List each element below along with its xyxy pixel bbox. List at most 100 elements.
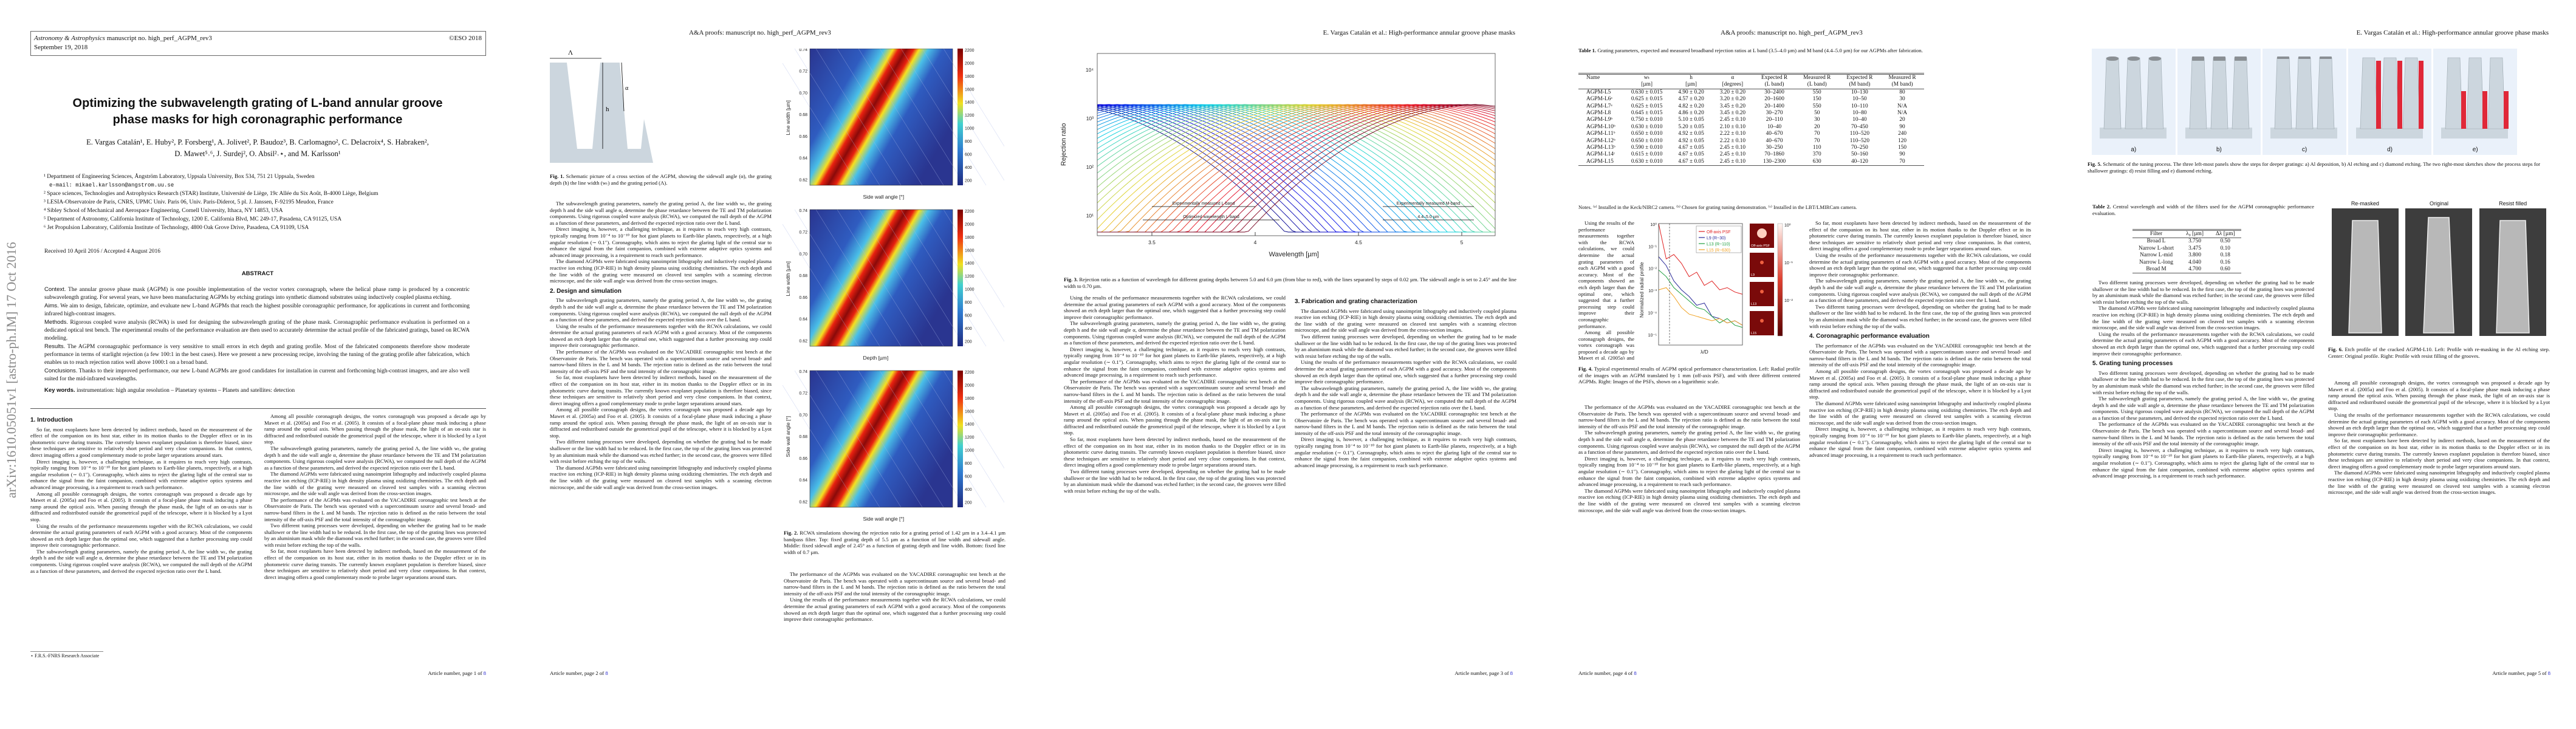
- rejection-curve: [1097, 104, 1495, 233]
- arxiv-stamp[interactable]: arXiv:1610.05051v1 [astro-ph.IM] 17 Oct …: [4, 242, 19, 498]
- paragraph: The performance of the AGPMs was evaluat…: [264, 496, 486, 522]
- paragraph: Direct imaging is, however, a challengin…: [2092, 447, 2314, 479]
- table-cell: 50: [1814, 110, 1820, 117]
- resist-fill: [2482, 91, 2488, 129]
- table-cell: 40–120: [1851, 158, 1868, 165]
- contour-line: [922, 209, 1008, 347]
- angle-line: [621, 62, 625, 112]
- table-cell: 70–250: [1851, 145, 1868, 151]
- paragraph: The diamond AGPMs were fabricated using …: [2328, 470, 2550, 496]
- column-unit: (M band): [1891, 81, 1913, 88]
- grating-wall: [2402, 57, 2420, 129]
- figure-6-caption: Fig. 6. Etch profile of the cracked AGPM…: [2328, 346, 2550, 359]
- total-pages-link[interactable]: 8: [1510, 670, 1513, 676]
- colorbar-tick-label: 800: [965, 462, 972, 466]
- abstract: Context. The annular groove phase mask (…: [44, 286, 470, 383]
- panel-label: d): [2387, 146, 2393, 153]
- contour-line: [773, 370, 859, 508]
- table-cell: 0.630 ± 0.015: [1631, 89, 1663, 95]
- colorbar-tick-label: 1400: [965, 262, 975, 266]
- table-cell: 90: [1899, 151, 1905, 158]
- table-row: AGPM-L15 0.630 ± 0.010 4.67 ± 0.05 2.45 ± 0…: [1578, 159, 1924, 166]
- table-cell: AGPM-L7ᵃ: [1586, 103, 1612, 109]
- table-cell: 3.475: [2188, 245, 2201, 252]
- y-tick-label: 0.66: [799, 296, 807, 300]
- abstract-part: Aims. We aim to design, fabricate, optim…: [44, 302, 470, 318]
- rejection-curve: [1097, 104, 1496, 233]
- y-tick-label: 0.64: [799, 479, 807, 483]
- page-footer: Article number, page 4 of 8: [1578, 670, 1637, 676]
- depth-label: h: [606, 106, 609, 113]
- contour-line: [858, 209, 944, 347]
- y-tick-label: 0.72: [799, 70, 807, 74]
- colorbar-tick-label: 2000: [965, 383, 975, 388]
- colorbar-tick-label: 2000: [965, 61, 975, 66]
- y-tick-label: 10⁻⁴: [1648, 311, 1657, 315]
- y-tick-label: 0.72: [799, 231, 807, 235]
- psf-spot: [1757, 228, 1767, 238]
- column-header: wₜ: [1643, 75, 1650, 81]
- total-pages-link[interactable]: 8: [605, 670, 608, 676]
- substrate: [2100, 128, 2167, 139]
- rejection-curve: [1097, 104, 1496, 233]
- table-row: Broad L 3.750 0.50: [2132, 238, 2241, 245]
- total-pages-link[interactable]: 8: [483, 670, 486, 676]
- rejection-curve: [1097, 104, 1495, 233]
- affiliation: ² Space sciences, Technologies and Astro…: [44, 191, 379, 197]
- colorbar-tick-label: 1800: [965, 397, 975, 401]
- section-heading: 3. Fabrication and grating characterizat…: [1295, 298, 1417, 305]
- total-pages-link[interactable]: 8: [1634, 670, 1637, 676]
- paragraph: Using the results of the performance mea…: [784, 597, 1005, 623]
- y-tick-label: 0.70: [799, 413, 807, 417]
- range-bar-label: Experimentally measured M-band: [1397, 202, 1461, 206]
- table-cell: 10–110: [1851, 103, 1868, 109]
- radial-profile-line: [1658, 223, 1743, 295]
- tuning-step-panel: d): [2348, 49, 2432, 155]
- grating-wall-profile: [2423, 217, 2455, 334]
- table-cell: AGPM-L15: [1586, 158, 1614, 165]
- figure-1-caption: Fig. 1. Schematic picture of a cross sec…: [550, 173, 772, 186]
- figure-2-caption: Fig. 2. RCWA simulations showing the rej…: [784, 530, 1005, 555]
- colorbar-tick-label: 2200: [965, 49, 975, 53]
- total-pages-link[interactable]: 8: [2547, 670, 2550, 676]
- table-cell: 3.800: [2188, 252, 2201, 259]
- table-cell: 2.45 ± 0.10: [1719, 117, 1746, 123]
- table-cell: 3.45 ± 0.20: [1719, 110, 1746, 117]
- grating-wall: [2317, 57, 2335, 129]
- page-footer: Article number, page 1 of 8: [428, 670, 486, 676]
- paragraph: Among all possible coronagraph designs, …: [1064, 404, 1286, 436]
- colorbar-tick-label: 2200: [965, 371, 975, 375]
- column-right: Among all possible coronagraph designs, …: [264, 413, 486, 665]
- thumbnail-label: L9: [1751, 273, 1755, 277]
- table-cell: 40–670: [1766, 131, 1783, 137]
- figure-4-radial-profiles: 10⁰ 10⁻¹ 10⁻² 10⁻³ 10⁻⁴ 10⁻⁵ Normalized radial…: [1639, 222, 1793, 355]
- thumbnail-label: Off-axis PSF: [1751, 244, 1770, 248]
- table-cell: AGPM-L13ᵇ: [1586, 145, 1615, 151]
- radial-profile-line: [1658, 287, 1743, 326]
- caption-label: Fig. 6.: [2328, 346, 2343, 352]
- table-cell: 4.700: [2188, 266, 2201, 273]
- table-1: Name wₜ h α Expected R Measured R Expected R Me…: [1578, 73, 1924, 166]
- table-row: Narrow L-mid 3.800 0.18: [2132, 252, 2241, 259]
- contour-line: [879, 209, 965, 347]
- column-unit: (M band): [1849, 81, 1871, 88]
- table-cell: 110: [1812, 145, 1821, 151]
- y-tick-label: 0.68: [799, 435, 807, 439]
- rejection-curve: [1097, 104, 1496, 233]
- table-cell: 4.67 ± 0.05: [1678, 151, 1704, 158]
- contour-line: [815, 370, 902, 508]
- footer-text: Article number, page 5 of: [2492, 670, 2548, 676]
- colorbar-tick-label: 400: [965, 327, 972, 331]
- legend-label: L9 (R~30): [1707, 236, 1725, 241]
- table-cell: AGPM-L14ᶜ: [1586, 151, 1615, 158]
- rejection-curve: [1097, 104, 1495, 233]
- caption-label: Fig. 3.: [1064, 276, 1078, 282]
- paragraph: The diamond AGPMs were fabricated using …: [550, 464, 772, 490]
- rejection-curve: [1097, 104, 1495, 233]
- table-cell: 70–1860: [1764, 151, 1784, 158]
- rejection-curve: [1097, 104, 1495, 233]
- paragraph: Direct imaging is, however, a challengin…: [1064, 346, 1286, 378]
- x-axis-label: Wavelength [µm]: [1269, 251, 1319, 258]
- colorbar-tick-label: 1000: [965, 127, 975, 131]
- table-cell: AGPM-L8: [1586, 110, 1611, 117]
